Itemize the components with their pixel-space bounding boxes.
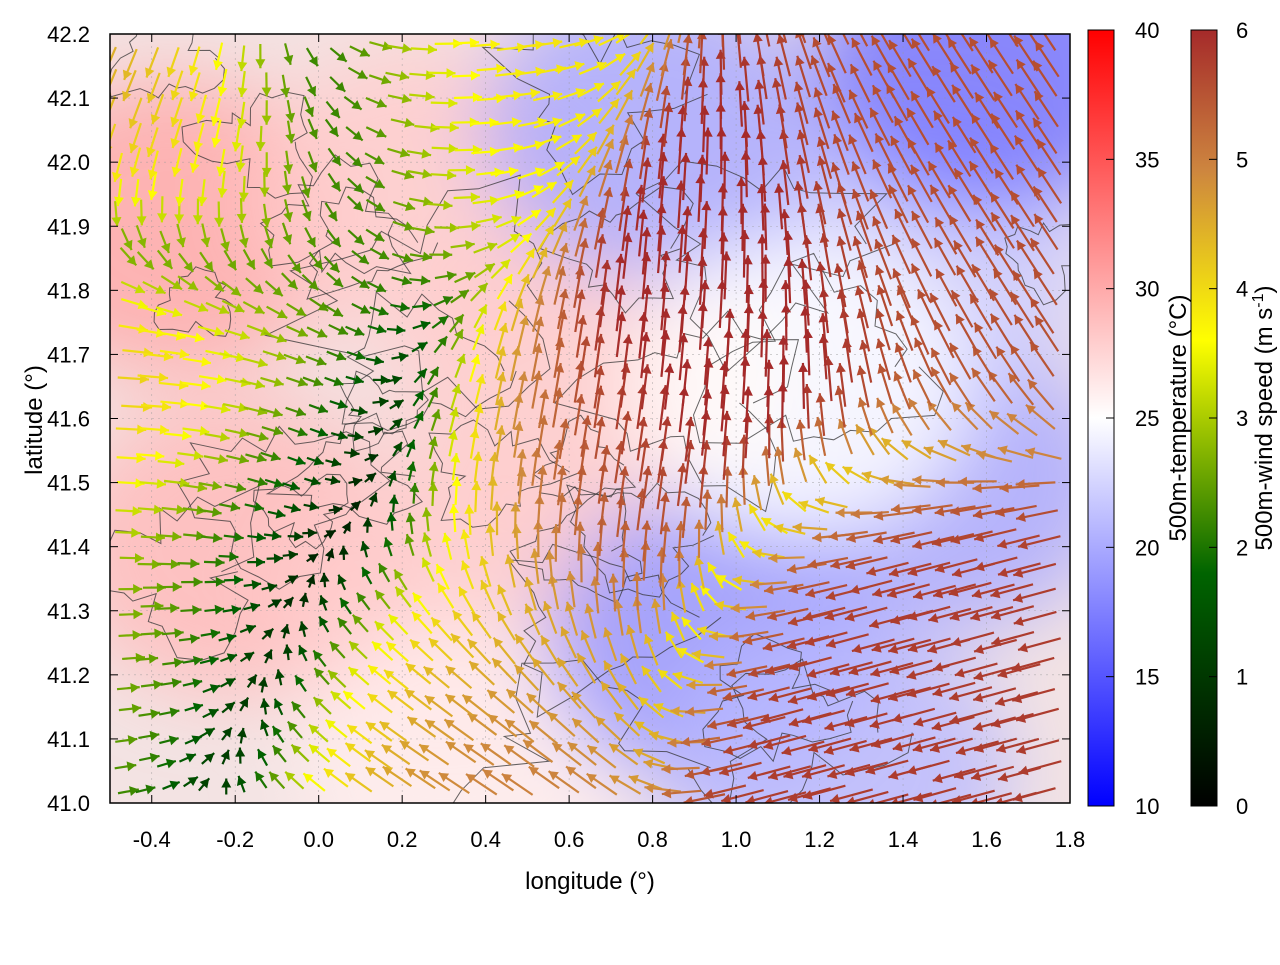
x-tick-label: 1.8 [1055, 827, 1086, 852]
temperature-colorbar-label: 500m-temperature (°C) [1165, 294, 1192, 541]
wind-colorbar-tick-label: 4 [1236, 277, 1248, 302]
wind-vector-head [1017, 14, 1026, 24]
x-axis-label: longitude (°) [525, 868, 655, 895]
wind-vector-head [907, 15, 916, 25]
temperature-colorbar-tick-label: 30 [1135, 277, 1159, 302]
wind-label-main: 500m-wind speed (m s [1251, 308, 1278, 551]
y-tick-label: 41.0 [47, 791, 90, 816]
wind-vector-head [680, 6, 690, 16]
x-tick-label: -0.4 [133, 827, 171, 852]
x-tick-label: 1.6 [971, 827, 1002, 852]
wind-vector-head [829, 6, 838, 16]
wind-colorbar-tick-label: 0 [1236, 794, 1248, 819]
wind-vector-shaft [721, 4, 722, 47]
y-tick-label: 41.2 [47, 663, 90, 688]
y-tick-label: 41.7 [47, 342, 90, 367]
wind-vector-head [932, 12, 941, 22]
x-tick-label: 0.6 [554, 827, 585, 852]
y-axis-label: latitude (°) [21, 365, 48, 475]
wind-vector-head [717, 4, 727, 13]
wind-vector-head [789, 3, 798, 13]
wind-vector-head [650, 19, 659, 29]
wind-vector-head [696, 7, 706, 16]
wind-label-exponent: -1 [1250, 293, 1267, 307]
temperature-colorbar-tick-label: 40 [1135, 18, 1159, 43]
wind-vector-shaft [722, 26, 723, 70]
y-tick-label: 42.1 [47, 86, 90, 111]
y-tick-label: 41.8 [47, 278, 90, 303]
wind-colorbar-label: 500m-wind speed (m s-1) [1250, 286, 1278, 551]
wind-vector-head [757, 4, 767, 14]
y-tick-label: 41.5 [47, 471, 90, 496]
y-tick-label: 41.1 [47, 727, 90, 752]
temperature-colorbar: 10 15 20 25 30 35 40 500m-temperature (°C) [1088, 18, 1192, 819]
x-tick-label: 1.0 [721, 827, 752, 852]
temperature-colorbar-tick-label: 20 [1135, 535, 1159, 560]
x-tick-label: 1.2 [804, 827, 835, 852]
x-tick-label: 0.4 [470, 827, 501, 852]
wind-vector-head [733, 24, 743, 33]
wind-vector-head [668, 16, 677, 26]
y-tick-label: 41.3 [47, 599, 90, 624]
wind-vector-head [812, 6, 821, 16]
wind-colorbar-tick-label: 1 [1236, 665, 1248, 690]
wind-speed-colorbar: 0 1 2 3 4 5 6 500m-wind speed (m s-1) [1191, 18, 1278, 819]
plot-area [3, 0, 1157, 921]
wind-vector-head [1032, 15, 1041, 25]
wind-vector-head [994, 11, 1003, 21]
wind-vector-head [847, 9, 856, 19]
wind-vector-head [772, 1, 782, 11]
y-tick-label: 42.0 [47, 150, 90, 175]
y-tick-label: 41.9 [47, 214, 90, 239]
wind-vector-head [970, 8, 979, 18]
x-tick-label: 0.0 [303, 827, 334, 852]
temperature-colorbar-tick-label: 15 [1135, 665, 1159, 690]
x-tick-label: 1.4 [888, 827, 919, 852]
x-tick-label: -0.2 [216, 827, 254, 852]
y-tick-label: 41.6 [47, 407, 90, 432]
y-tick-label: 41.4 [47, 535, 90, 560]
x-tick-label: 0.2 [387, 827, 418, 852]
wind-label-end: ) [1251, 286, 1278, 294]
wind-colorbar-tick-label: 2 [1236, 535, 1248, 560]
wind-colorbar-tick-label: 6 [1236, 18, 1248, 43]
wind-vector-head [869, 13, 878, 23]
wind-colorbar-tick-label: 3 [1236, 406, 1248, 431]
wind-vector-head [950, 15, 959, 25]
wind-vector-head [732, 1, 742, 10]
temperature-colorbar-tick-label: 35 [1135, 147, 1159, 172]
y-tick-label: 42.2 [47, 22, 90, 47]
wind-colorbar-tick-label: 5 [1236, 147, 1248, 172]
temperature-colorbar-tick-label: 25 [1135, 406, 1159, 431]
temperature-colorbar-tick-label: 10 [1135, 794, 1159, 819]
x-tick-label: 0.8 [637, 827, 668, 852]
wind-vector-head [891, 12, 900, 22]
